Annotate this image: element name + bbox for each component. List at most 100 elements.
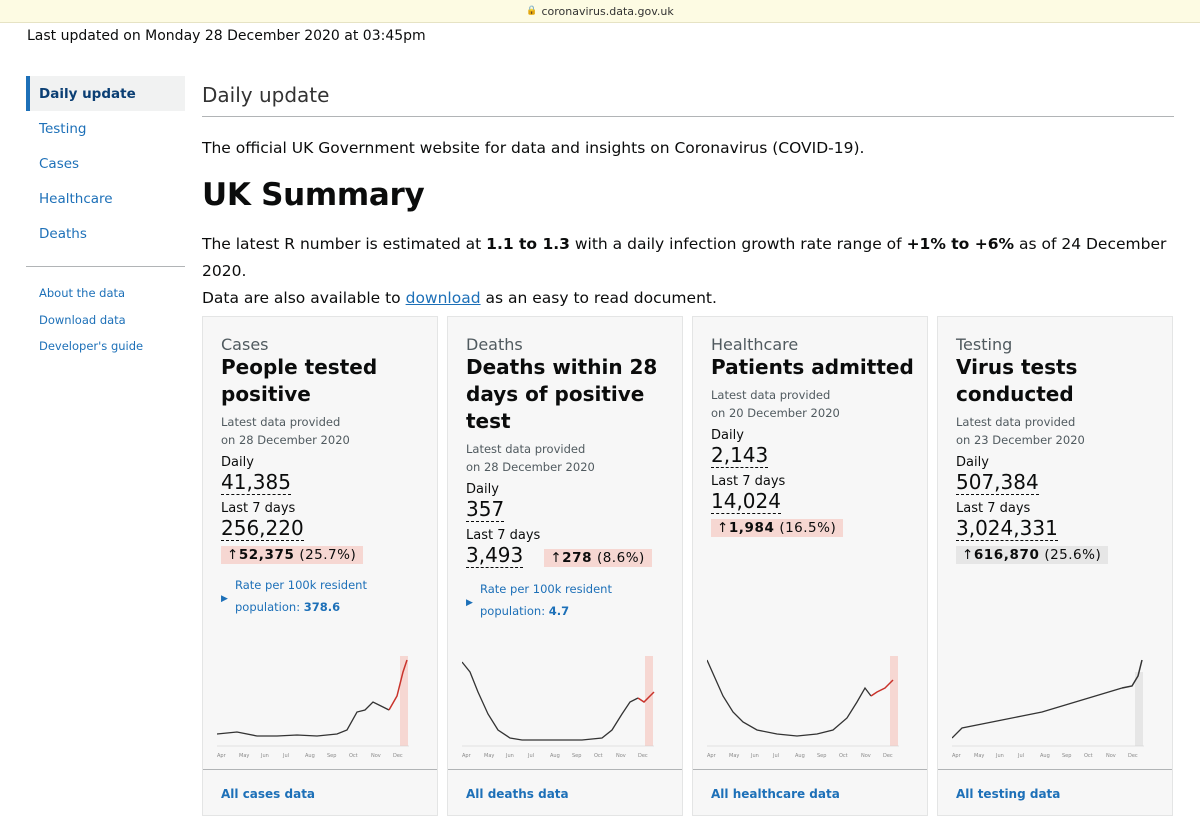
provided-label: Latest data provided: [956, 415, 1076, 429]
r-text-part: Data are also available to: [202, 289, 406, 307]
intro-text: The official UK Government website for d…: [202, 139, 865, 157]
change-value: 616,870: [973, 547, 1040, 563]
month-tick-label: Dec: [1128, 753, 1138, 759]
card-deaths: Deaths Deaths within 28 days of positive…: [447, 316, 683, 816]
month-tick-label: Apr: [952, 753, 962, 759]
sidebar-item-cases[interactable]: Cases: [39, 155, 80, 172]
latest-period-highlight: [400, 656, 408, 746]
month-tick-label: Dec: [883, 753, 893, 759]
change-percent: (25.7%): [299, 547, 357, 563]
change-percent: (25.6%): [1044, 547, 1102, 563]
change-percent: (8.6%): [596, 550, 645, 566]
month-tick-label: Aug: [795, 753, 805, 759]
sidebar-item-testing[interactable]: Testing: [39, 120, 87, 137]
month-tick-label: Apr: [707, 753, 717, 759]
trend-line-recent: [870, 679, 894, 697]
r-text-part: as an easy to read document.: [480, 289, 717, 307]
side-navigation: Daily update Testing Cases Healthcare De…: [26, 76, 185, 360]
provided-date: Latest data provided on 28 December 2020: [221, 413, 425, 449]
month-tick-label: Dec: [638, 753, 648, 759]
month-tick-label: Apr: [217, 753, 227, 759]
provided-label: Latest data provided: [221, 415, 341, 429]
change-value: 278: [562, 550, 593, 566]
sidebar-item-daily-update[interactable]: Daily update: [26, 76, 185, 111]
latest-period-highlight: [1135, 672, 1143, 746]
provided-value: on 23 December 2020: [956, 433, 1085, 447]
month-tick-label: May: [484, 753, 494, 759]
change-percent: (16.5%): [779, 520, 837, 536]
month-tick-label: Oct: [594, 753, 603, 759]
change-badge: ↑616,870 (25.6%): [956, 546, 1109, 564]
provided-date: Latest data provided on 23 December 2020: [956, 413, 1160, 449]
daily-value[interactable]: 357: [466, 497, 505, 522]
change-badge: ↑278 (8.6%): [544, 549, 652, 567]
daily-value[interactable]: 41,385: [221, 470, 291, 495]
month-tick-label: Sep: [327, 753, 336, 759]
sidebar-item-deaths[interactable]: Deaths: [39, 225, 87, 242]
month-tick-label: May: [729, 753, 739, 759]
arrow-up-icon: ↑: [717, 520, 729, 536]
daily-value[interactable]: 507,384: [956, 470, 1039, 495]
arrow-up-icon: ↑: [550, 550, 563, 566]
r-text-part: The latest R number is estimated at: [202, 235, 487, 253]
trend-line: [462, 661, 639, 741]
change-badge: ↑52,375 (25.7%): [221, 546, 364, 564]
week-value[interactable]: 256,220: [221, 516, 304, 541]
all-testing-link[interactable]: All testing data: [938, 769, 1172, 818]
page-title: Daily update: [202, 76, 1174, 117]
address-bar[interactable]: 🔒 coronavirus.data.gov.uk: [0, 0, 1200, 23]
all-deaths-link[interactable]: All deaths data: [448, 769, 682, 818]
month-tick-label: Nov: [371, 753, 381, 759]
trend-line-recent: [637, 691, 655, 703]
card-category: Deaths: [466, 335, 523, 354]
card-title: Deaths within 28 days of positive test: [466, 355, 658, 433]
rate-toggle[interactable]: ▶ Rate per 100k resident population: 378.6: [221, 574, 425, 618]
month-tick-label: Aug: [550, 753, 560, 759]
sparkline-chart: Apr May Jun Jul Aug Sep Oct Nov Dec: [952, 659, 1144, 759]
month-tick-label: Jul: [1017, 753, 1024, 759]
growth-range: +1% to +6%: [906, 235, 1015, 253]
sidebar-item-healthcare[interactable]: Healthcare: [39, 190, 113, 207]
week-value[interactable]: 14,024: [711, 489, 781, 514]
card-category: Healthcare: [711, 335, 799, 354]
card-title: People tested positive: [221, 355, 378, 406]
daily-label: Daily: [956, 455, 989, 470]
r-range: 1.1 to 1.3: [486, 235, 570, 253]
month-tick-label: Jun: [995, 753, 1004, 759]
card-category: Testing: [956, 335, 1013, 354]
about-data-link[interactable]: About the data: [39, 286, 126, 301]
change-value: 52,375: [238, 547, 295, 563]
month-tick-label: May: [974, 753, 984, 759]
month-tick-label: Jun: [260, 753, 269, 759]
sparkline-chart: Apr May Jun Jul Aug Sep Oct Nov Dec: [217, 656, 409, 759]
month-tick-label: Jun: [750, 753, 759, 759]
card-healthcare: Healthcare Patients admitted Latest data…: [692, 316, 928, 816]
week-label: Last 7 days: [956, 501, 1031, 516]
month-tick-label: Aug: [305, 753, 315, 759]
card-title: Patients admitted: [711, 355, 914, 379]
download-data-link[interactable]: Download data: [39, 312, 126, 327]
download-link[interactable]: download: [405, 289, 481, 307]
rate-value: 4.7: [548, 604, 570, 618]
all-healthcare-link[interactable]: All healthcare data: [693, 769, 927, 818]
month-tick-label: May: [239, 753, 249, 759]
card-title: Virus tests conducted: [956, 355, 1078, 406]
week-value[interactable]: 3,493: [466, 543, 524, 568]
trend-line: [707, 659, 872, 737]
trend-line-recent: [1121, 659, 1143, 689]
rate-label: population:: [235, 600, 301, 614]
week-value[interactable]: 3,024,331: [956, 516, 1058, 541]
month-tick-label: Oct: [1084, 753, 1093, 759]
all-cases-link[interactable]: All cases data: [203, 769, 437, 818]
daily-label: Daily: [221, 455, 254, 470]
week-label: Last 7 days: [466, 528, 541, 543]
daily-value[interactable]: 2,143: [711, 443, 769, 468]
lock-icon: 🔒: [526, 6, 538, 16]
developers-guide-link[interactable]: Developer's guide: [39, 339, 144, 354]
latest-period-highlight: [645, 656, 653, 746]
sparkline-chart: Apr May Jun Jul Aug Sep Oct Nov Dec: [462, 656, 655, 759]
daily-label: Daily: [711, 428, 744, 443]
rate-toggle[interactable]: ▶ Rate per 100k resident population: 4.7: [466, 578, 670, 622]
sparkline-chart: Apr May Jun Jul Aug Sep Oct Nov Dec: [707, 656, 899, 759]
month-tick-label: Jul: [282, 753, 289, 759]
